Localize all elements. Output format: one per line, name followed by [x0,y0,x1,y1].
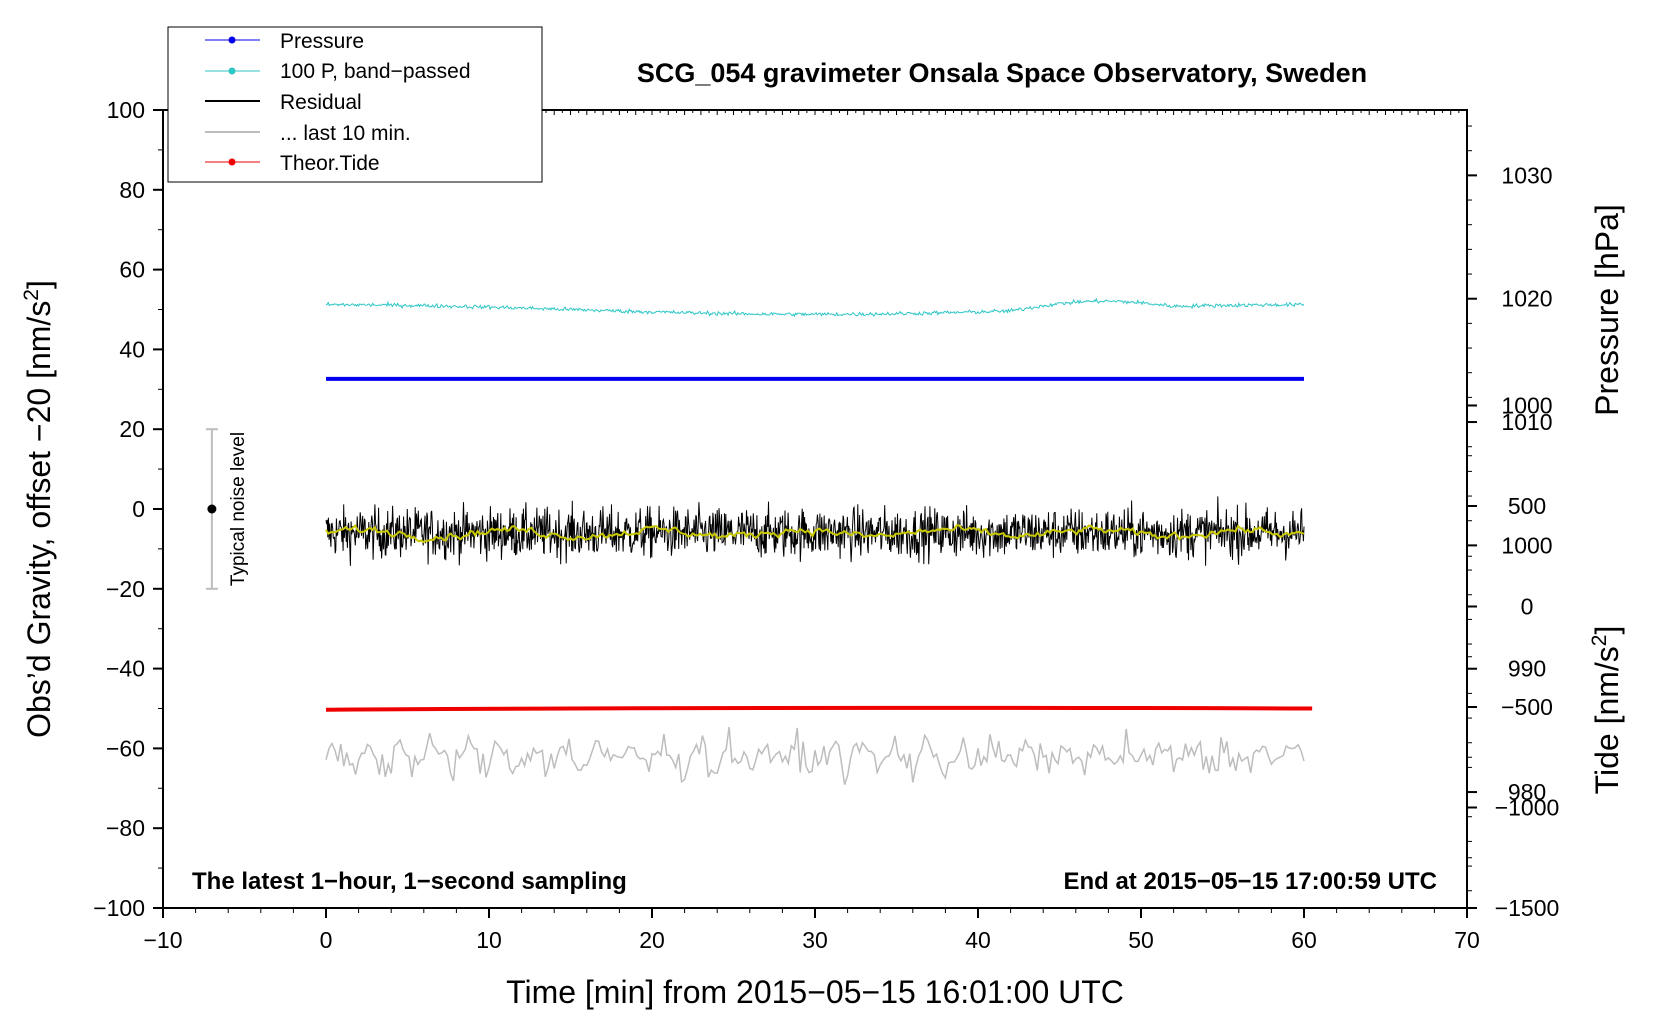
y-tick-label: −40 [106,656,145,682]
legend-item-pressure: Pressure [205,30,364,53]
legend-label-residual: Residual [280,91,362,114]
tide-tick-label: 500 [1508,493,1546,519]
pressure-tick-label: 1000 [1501,532,1552,558]
x-tick-label: 70 [1454,927,1480,953]
legend-label-last10: ... last 10 min. [280,122,411,145]
legend-marker-tide [228,158,236,166]
legend-label-pressure: Pressure [280,30,364,53]
x-tick-label: −10 [143,927,182,953]
chart-title: SCG_054 gravimeter Onsala Space Observat… [637,58,1367,88]
tide-tick-label: −500 [1501,694,1553,720]
legend-item-residual: Residual [205,91,362,114]
ticks-layer: −10 0 10 20 30 40 50 60 70100806040200−20−40−60−… [93,97,1559,953]
legend-label-tide: Theor.Tide [280,152,380,175]
series-theor-tide [325,705,1313,712]
tide-tick-label: 0 [1521,593,1534,619]
tide-tick-label: −1500 [1495,895,1560,921]
x-tick-label: 30 [802,927,828,953]
y-tick-label: 80 [119,177,145,203]
series-pressure-bandpassed [325,297,1305,318]
bottom-right-note: End at 2015−05−15 17:00:59 UTC [1063,868,1437,895]
x-axis-title: Time [min] from 2015−05−15 16:01:00 UTC [506,974,1124,1010]
legend-label-bandpassed: 100 P, band−passed [280,60,471,83]
pressure-tick-label: 990 [1508,656,1546,682]
pressure-tick-label: 1010 [1501,409,1552,435]
legend-item-bandpassed: 100 P, band−passed [205,60,471,83]
noise-indicator: Typical noise level [205,428,249,590]
pressure-tick-label: 1030 [1501,162,1552,188]
series-last-10-min [325,726,1305,785]
series-residual-smoothed [325,524,1305,544]
tide-tick-label: −1000 [1495,794,1560,820]
y-axis-title-pressure: Pressure [hPa] [1589,204,1625,416]
y-axis-title-tide: Tide [nm/s2] [1588,626,1625,795]
legend-item-tide: Theor.Tide [205,152,380,175]
x-tick-label: 50 [1128,927,1154,953]
series-layer [325,297,1313,785]
y-tick-label: 20 [119,416,145,442]
y-tick-label: 100 [107,97,145,123]
x-tick-label: 60 [1291,927,1317,953]
noise-center-dot [207,504,217,514]
x-tick-label: 40 [965,927,991,953]
pressure-tick-label: 980 [1508,779,1546,805]
tide-tick-label: 1000 [1501,392,1552,418]
legend: Pressure 100 P, band−passed Residual ...… [167,26,543,183]
legend-item-last10: ... last 10 min. [205,122,411,145]
legend-box [167,26,543,183]
x-tick-label: 20 [639,927,665,953]
legend-marker-pressure [228,36,236,44]
y-tick-label: 60 [119,257,145,283]
y-axis-title-left: Obs’d Gravity, offset −20 [nm/s2] [20,280,57,738]
x-tick-label: 10 [476,927,502,953]
plot-frame [162,109,1468,909]
legend-marker-bandpassed [228,67,236,75]
y-tick-label: 40 [119,336,145,362]
y-tick-label: −80 [106,815,145,841]
bottom-left-note: The latest 1−hour, 1−second sampling [192,868,627,895]
y-tick-label: −20 [106,576,145,602]
x-tick-label: 0 [320,927,333,953]
pressure-tick-label: 1020 [1501,286,1552,312]
noise-label: Typical noise level [228,432,249,586]
y-tick-label: −60 [106,735,145,761]
y-tick-label: −100 [93,895,145,921]
y-tick-label: 0 [132,496,145,522]
